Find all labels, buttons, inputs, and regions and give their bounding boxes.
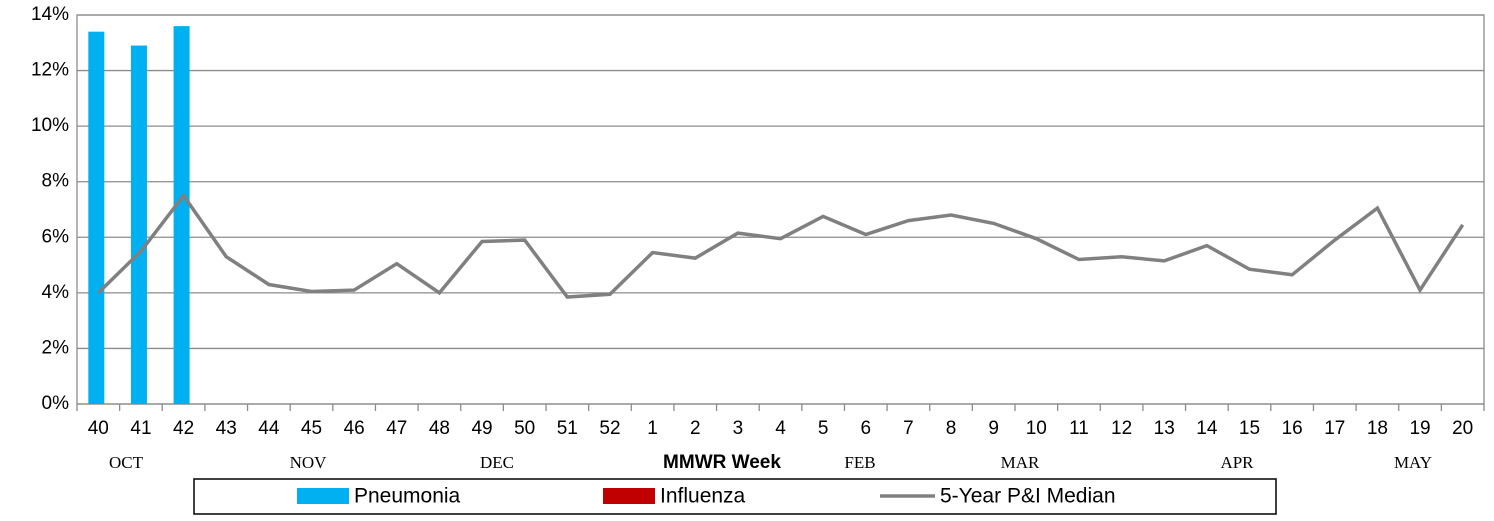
x-tick-label: 14 [1196,418,1218,439]
legend-box [193,478,1277,515]
legend-swatch [297,488,349,504]
x-tick-label: 50 [514,418,535,439]
x-tick-label: 52 [599,418,620,439]
x-tick-label: 9 [988,418,999,439]
x-tick-label: 51 [557,418,578,439]
month-label: DEC [480,453,514,472]
x-tick-label: 49 [471,418,492,439]
x-tick-label: 41 [130,418,151,439]
y-tick-label: 2% [42,337,70,358]
x-tick-label: 47 [386,418,407,439]
y-tick-label: 12% [31,60,69,81]
x-tick-label: 48 [429,418,450,439]
x-tick-label: 20 [1452,418,1473,439]
legend-label: 5-Year P&I Median [940,485,1116,508]
x-tick-label: 17 [1324,418,1345,439]
month-label: MAR [1001,453,1040,472]
bar [88,31,105,405]
legend-label: Influenza [660,485,746,508]
x-tick-label: 1 [647,418,658,439]
y-tick-label: 6% [42,226,70,247]
y-tick-label: 8% [42,171,70,192]
bar [173,26,190,404]
x-tick-label: 15 [1239,418,1260,439]
x-axis-label: MMWR Week [663,452,781,473]
x-tick-label: 16 [1282,418,1303,439]
legend-label: Pneumonia [354,485,461,508]
x-tick-label: 10 [1026,418,1047,439]
x-tick-label: 13 [1154,418,1175,439]
y-tick-label: 4% [42,282,70,303]
x-tick-label: 46 [344,418,365,439]
x-tick-label: 40 [88,418,109,439]
x-tick-label: 6 [860,418,871,439]
y-tick-label: 0% [42,393,70,414]
x-tick-label: 11 [1069,418,1089,439]
plot-border [76,14,1485,405]
x-tick-label: 45 [301,418,322,439]
x-tick-label: 3 [733,418,744,439]
y-tick-label: 14% [31,4,69,25]
x-tick-label: 18 [1367,418,1388,439]
x-tick-label: 2 [690,418,701,439]
x-tick-label: 44 [258,418,280,439]
month-label: NOV [290,453,328,472]
bar [130,45,147,405]
x-tick-label: 4 [775,418,786,439]
x-tick-label: 43 [216,418,237,439]
x-tick-label: 8 [946,418,957,439]
x-tick-label: 12 [1111,418,1132,439]
month-label: FEB [844,453,875,472]
median-line [97,192,1465,299]
month-label: MAY [1394,453,1432,472]
x-tick-label: 5 [818,418,829,439]
month-label: APR [1220,453,1254,472]
month-label: OCT [109,453,144,472]
y-tick-label: 10% [31,115,69,136]
x-tick-label: 7 [903,418,914,439]
x-tick-label: 42 [173,418,194,439]
legend-swatch [603,488,655,504]
x-tick-label: 19 [1409,418,1430,439]
